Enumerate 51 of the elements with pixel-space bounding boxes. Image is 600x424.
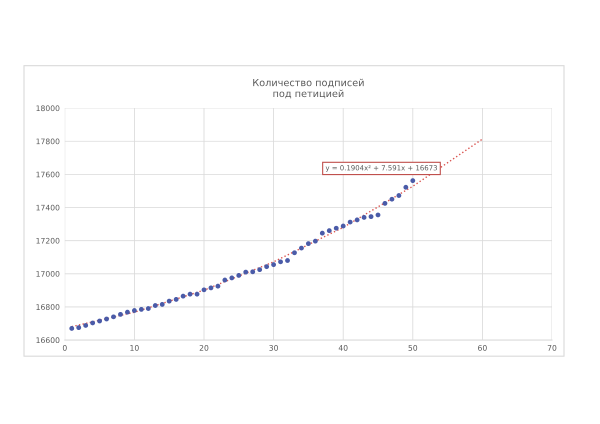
point [236, 273, 242, 278]
point [216, 284, 220, 289]
point [354, 218, 360, 222]
point [312, 238, 318, 244]
point [202, 287, 206, 292]
point [125, 310, 130, 315]
point [138, 306, 144, 312]
point [390, 196, 394, 202]
point [229, 276, 234, 280]
point [160, 302, 165, 307]
point [222, 278, 228, 282]
point [257, 267, 262, 272]
chart-title: Количество подписей под петицией [253, 78, 364, 98]
point [174, 297, 179, 302]
point [299, 246, 304, 251]
point [334, 226, 339, 231]
point [306, 241, 311, 246]
point [264, 264, 270, 270]
point [76, 325, 82, 330]
point [146, 306, 151, 311]
point [111, 314, 116, 320]
point [271, 262, 276, 268]
point [69, 326, 74, 331]
point [403, 184, 408, 190]
point [340, 224, 346, 228]
point [132, 308, 137, 313]
point [292, 250, 297, 256]
point [320, 230, 325, 236]
point [166, 298, 172, 304]
point [188, 292, 192, 297]
point [362, 215, 366, 220]
point [180, 294, 186, 299]
point [118, 312, 123, 317]
point [194, 292, 200, 297]
point [326, 228, 332, 234]
point [410, 178, 416, 184]
point [152, 303, 158, 308]
point [382, 200, 388, 206]
point [250, 269, 256, 274]
point [285, 258, 290, 263]
point [90, 320, 96, 326]
point [396, 193, 402, 198]
point [243, 270, 248, 275]
point [104, 316, 109, 322]
point [278, 259, 283, 264]
point [376, 212, 380, 218]
point [208, 285, 214, 290]
point [83, 323, 88, 328]
point [368, 214, 374, 220]
point [348, 220, 353, 224]
point [97, 318, 102, 324]
